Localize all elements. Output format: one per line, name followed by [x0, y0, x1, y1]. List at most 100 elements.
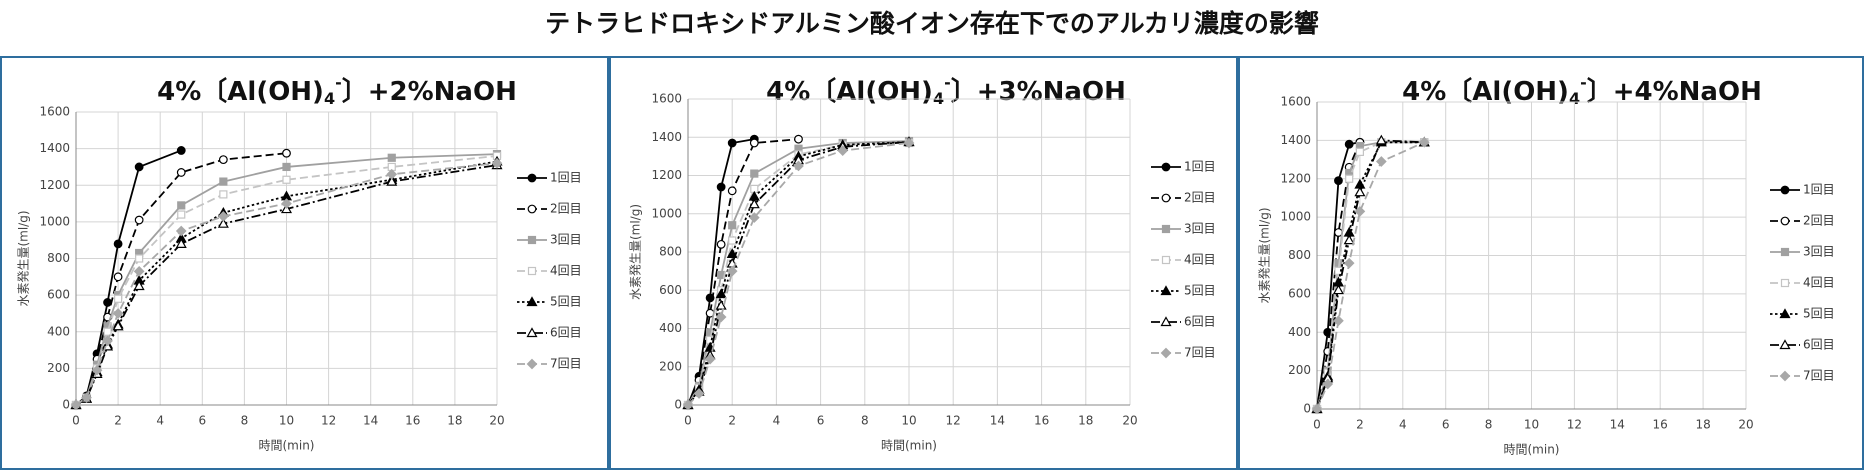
- marker: [1418, 136, 1430, 148]
- marker: [1322, 378, 1334, 390]
- y-tick-label: 1400: [39, 141, 70, 155]
- marker: [1161, 193, 1171, 203]
- marker: [1376, 156, 1387, 167]
- marker: [1160, 285, 1172, 296]
- marker: [177, 210, 186, 219]
- y-tick-label: 200: [1288, 363, 1311, 377]
- marker: [1311, 403, 1323, 415]
- marker: [1779, 308, 1791, 319]
- marker: [693, 388, 705, 399]
- marker: [491, 157, 503, 169]
- marker: [175, 238, 187, 248]
- y-tick-label: 200: [47, 361, 70, 375]
- marker: [218, 211, 229, 222]
- marker: [103, 327, 112, 336]
- marker: [728, 221, 737, 230]
- marker: [837, 145, 849, 156]
- marker: [219, 177, 228, 186]
- marker: [526, 296, 538, 307]
- legend-label: 2回目: [1803, 214, 1835, 228]
- legend-label: 3回目: [1803, 245, 1835, 259]
- marker: [1780, 216, 1790, 226]
- x-tick-label: 14: [1610, 418, 1625, 432]
- title-part: 4: [1569, 89, 1580, 108]
- marker: [175, 225, 187, 237]
- marker: [715, 288, 727, 299]
- legend-label: 2回目: [1184, 191, 1216, 205]
- y-tick-label: 600: [1288, 286, 1311, 300]
- marker: [134, 162, 144, 172]
- title-part: -: [335, 73, 342, 92]
- legend-label: 5回目: [550, 295, 582, 309]
- marker: [526, 327, 538, 338]
- x-tick-label: 8: [861, 414, 869, 428]
- y-tick-label: 400: [47, 324, 70, 338]
- y-axis-label: 水素発生量(ml/g): [629, 204, 643, 300]
- marker: [1375, 134, 1387, 145]
- y-tick-label: 1000: [39, 214, 70, 228]
- marker: [1779, 370, 1791, 382]
- panel-border: [0, 56, 609, 470]
- marker: [217, 217, 229, 228]
- x-tick-label: 20: [489, 414, 504, 428]
- legend-label: 6回目: [1803, 338, 1835, 352]
- x-tick-label: 12: [321, 414, 336, 428]
- marker: [1354, 206, 1366, 217]
- x-tick-label: 16: [405, 414, 420, 428]
- marker: [282, 148, 291, 158]
- x-tick-label: 20: [1122, 414, 1137, 428]
- series-line: [1316, 141, 1425, 410]
- x-tick-label: 4: [156, 414, 164, 428]
- series-line: [75, 152, 287, 406]
- x-tick-label: 10: [901, 414, 916, 428]
- series-line: [1316, 139, 1425, 410]
- title-part: 〕+2%NaOH: [342, 77, 517, 107]
- marker: [176, 146, 186, 155]
- x-tick-label: 0: [684, 414, 692, 428]
- marker: [726, 265, 738, 277]
- marker: [527, 204, 537, 214]
- x-tick-label: 2: [728, 414, 736, 428]
- x-tick-label: 10: [279, 414, 294, 428]
- marker: [70, 399, 82, 411]
- legend-label: 1回目: [1803, 183, 1835, 197]
- y-tick-label: 1600: [39, 105, 70, 119]
- x-tick-label: 4: [1399, 418, 1407, 432]
- marker: [1343, 257, 1355, 269]
- panel-border: [1238, 56, 1864, 470]
- marker: [133, 265, 145, 277]
- title-part: 4%〔Al(OH): [157, 77, 324, 107]
- marker: [281, 198, 292, 209]
- x-axis-label: 時間(min): [1504, 443, 1560, 457]
- y-tick-label: 1600: [1280, 95, 1311, 109]
- marker: [112, 308, 124, 319]
- panel-border: [609, 56, 1238, 470]
- title-part: 4%〔Al(OH): [766, 77, 933, 107]
- series-line: [687, 142, 910, 406]
- marker: [527, 266, 537, 276]
- x-tick-label: 16: [1653, 418, 1668, 432]
- legend-label: 7回目: [550, 357, 582, 371]
- y-tick-label: 0: [62, 398, 70, 412]
- marker: [526, 358, 538, 370]
- marker: [527, 173, 537, 183]
- marker: [682, 399, 694, 411]
- marker: [1160, 347, 1172, 359]
- y-tick-label: 1400: [651, 130, 682, 144]
- marker: [386, 175, 398, 186]
- marker: [113, 294, 123, 303]
- legend-label: 3回目: [1184, 222, 1216, 236]
- marker: [794, 134, 803, 144]
- x-tick-label: 8: [241, 414, 249, 428]
- marker: [704, 353, 716, 365]
- marker: [1333, 315, 1344, 327]
- x-tick-label: 2: [114, 414, 122, 428]
- marker: [1161, 255, 1171, 265]
- x-tick-label: 16: [1034, 414, 1049, 428]
- title-part: 4: [324, 89, 335, 108]
- marker: [135, 254, 144, 263]
- x-axis-label: 時間(min): [259, 439, 315, 453]
- series-line: [1316, 141, 1425, 410]
